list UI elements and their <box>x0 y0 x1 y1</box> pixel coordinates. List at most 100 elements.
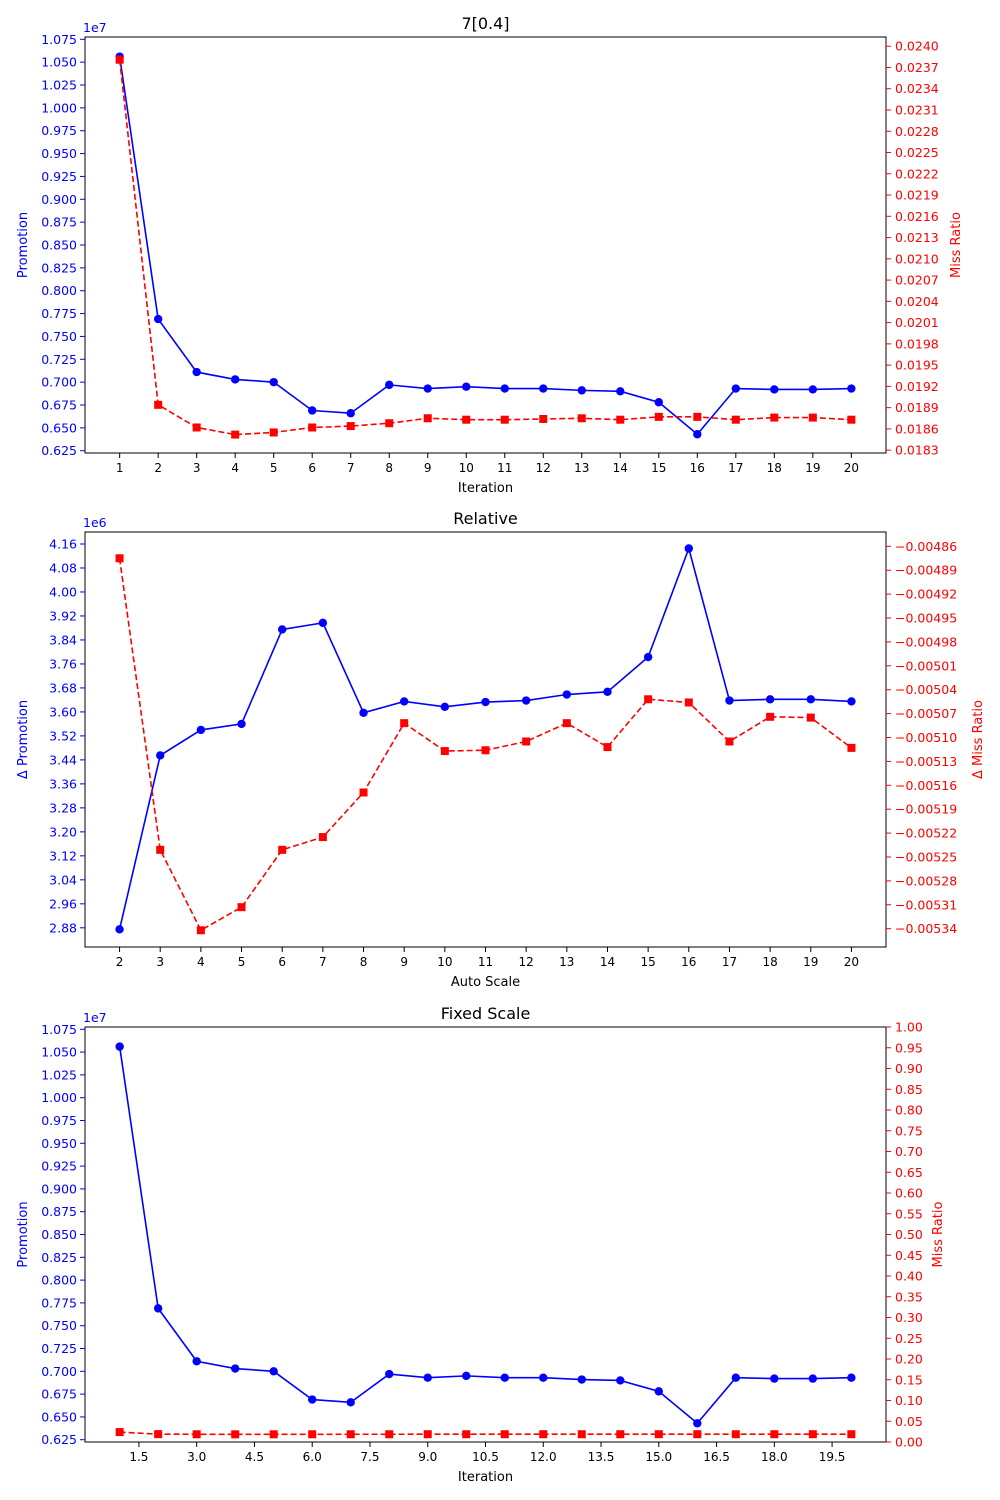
right-y-tick-label: 0.15 <box>895 1372 923 1387</box>
x-tick-label: 16 <box>690 461 705 475</box>
right-y-tick-label: 0.40 <box>895 1269 923 1284</box>
data-point <box>847 384 856 393</box>
left-y-tick-label: 1.000 <box>41 1090 77 1105</box>
data-point <box>644 695 653 704</box>
x-tick-label: 10 <box>459 461 474 475</box>
data-point <box>462 382 471 391</box>
left-y-tick-label: 3.60 <box>49 704 77 719</box>
x-tick-label: 5 <box>238 955 246 969</box>
x-tick-label: 15 <box>640 955 655 969</box>
x-tick-label: 2 <box>154 461 162 475</box>
right-y-tick-label: 0.50 <box>895 1227 923 1242</box>
right-y-tick-label: 0.0207 <box>895 273 939 288</box>
x-tick-label: 9 <box>424 461 432 475</box>
data-point <box>385 380 394 390</box>
x-tick-label: 3 <box>193 461 201 475</box>
data-point <box>115 554 124 563</box>
x-tick-label: 3.0 <box>187 1450 206 1464</box>
right-y-tick-label: −0.00504 <box>895 682 957 697</box>
left-y-tick-label: 4.08 <box>49 560 77 575</box>
data-point <box>156 845 165 854</box>
x-tick-label: 15.0 <box>645 1450 672 1464</box>
data-point <box>346 409 355 418</box>
right-y-tick-label: −0.00492 <box>895 587 957 602</box>
data-point <box>269 1430 278 1439</box>
data-point <box>308 423 317 432</box>
data-point <box>616 1430 625 1439</box>
miss-ratio-series <box>115 554 856 935</box>
x-tick-label: 12 <box>519 955 534 969</box>
data-point <box>731 1430 740 1439</box>
x-tick-label: 19 <box>803 955 818 969</box>
x-tick-label: 10.5 <box>472 1450 499 1464</box>
left-y-axis-label: Δ Promotion <box>16 700 31 779</box>
x-tick-label: 18.0 <box>761 1450 788 1464</box>
left-y-tick-label: 1.050 <box>41 1045 77 1060</box>
data-point <box>230 1364 240 1373</box>
right-y-tick-label: 0.45 <box>895 1248 923 1263</box>
data-point <box>725 737 734 746</box>
right-y-tick-label: 0.55 <box>895 1206 923 1221</box>
chart-title: 7[0.4] <box>461 14 509 33</box>
data-point <box>770 413 779 422</box>
left-y-tick-label: 0.725 <box>41 352 77 367</box>
right-y-tick-label: 0.0186 <box>895 421 939 436</box>
left-y-tick-label: 0.650 <box>41 1409 77 1424</box>
right-y-tick-label: 0.0183 <box>895 443 939 458</box>
data-point <box>770 385 779 394</box>
data-point <box>192 1357 201 1366</box>
data-point <box>318 618 328 628</box>
right-y-tick-label: 0.60 <box>895 1186 923 1201</box>
left-y-tick-label: 0.825 <box>41 1250 77 1265</box>
left-y-tick-label: 0.975 <box>41 1113 77 1128</box>
left-y-tick-label: 0.675 <box>41 1387 77 1402</box>
right-y-tick-label: −0.00510 <box>895 730 957 745</box>
left-y-tick-label: 0.975 <box>41 123 77 138</box>
left-y-tick-label: 1.075 <box>41 32 77 47</box>
promotion-series <box>115 1042 856 1428</box>
data-point <box>440 702 450 712</box>
data-point <box>654 398 663 407</box>
right-y-tick-label: −0.00531 <box>895 897 957 912</box>
data-point <box>230 375 240 384</box>
x-tick-label: 4 <box>231 461 239 475</box>
series-line <box>118 545 852 930</box>
data-point <box>154 400 163 409</box>
x-tick-label: 16.5 <box>703 1450 730 1464</box>
left-y-tick-label: 1.050 <box>41 55 77 70</box>
data-point <box>562 690 572 699</box>
x-tick-label: 14 <box>613 461 628 475</box>
left-y-tick-label: 0.800 <box>41 1273 77 1288</box>
right-y-tick-label: −0.00513 <box>895 754 957 769</box>
x-tick-label: 12.0 <box>530 1450 557 1464</box>
data-point <box>693 1430 702 1439</box>
x-tick-label: 17 <box>728 461 743 475</box>
x-axis-label: Iteration <box>458 481 513 496</box>
data-point <box>192 367 201 377</box>
data-point <box>440 747 449 756</box>
chart-panel-3: Fixed Scale 1.5 3.0 4.5 6.0 7.5 9.0 10.5 12.0 13.… <box>16 1004 946 1485</box>
right-y-tick-label: 0.0195 <box>895 358 939 373</box>
data-point <box>278 845 287 854</box>
data-point <box>766 712 775 721</box>
data-point <box>192 423 201 432</box>
left-y-tick-label: 3.36 <box>49 776 77 791</box>
x-tick-label: 19.5 <box>819 1450 846 1464</box>
right-y-tick-label: −0.00519 <box>895 802 957 817</box>
data-point <box>847 1430 856 1439</box>
right-y-tick-label: 0.20 <box>895 1352 923 1367</box>
x-tick-label: 7 <box>347 461 355 475</box>
right-y-tick-label: −0.00486 <box>895 539 957 554</box>
x-tick-label: 19 <box>805 461 820 475</box>
right-y-tick-label: 0.0213 <box>895 230 939 245</box>
data-point <box>318 833 327 842</box>
x-tick-label: 4.5 <box>245 1450 264 1464</box>
left-y-tick-label: 3.44 <box>49 752 77 767</box>
left-y-tick-label: 0.650 <box>41 420 77 435</box>
left-y-tick-label: 1.000 <box>41 100 77 115</box>
data-point <box>500 1373 509 1382</box>
right-y-axis-label: Miss Ratio <box>949 212 964 278</box>
data-point <box>359 788 368 797</box>
x-tick-label: 5 <box>270 461 278 475</box>
right-y-tick-label: 0.25 <box>895 1331 923 1346</box>
